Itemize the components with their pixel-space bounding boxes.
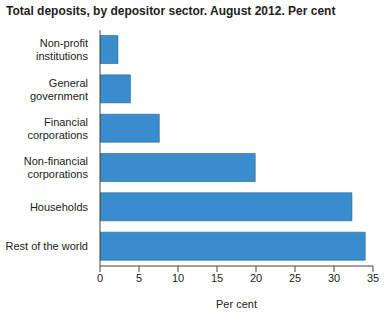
- svg-text:Rest of the world: Rest of the world: [8, 240, 88, 252]
- svg-text:Generalgovernment: Generalgovernment: [30, 77, 88, 102]
- svg-text:0: 0: [97, 272, 103, 284]
- svg-text:25: 25: [289, 272, 301, 284]
- svg-text:Households: Households: [30, 201, 89, 213]
- svg-text:5: 5: [136, 272, 142, 284]
- svg-text:30: 30: [328, 272, 340, 284]
- svg-text:Non-financialcorporations: Non-financialcorporations: [24, 155, 89, 180]
- svg-text:Financialcorporations: Financialcorporations: [27, 116, 88, 141]
- svg-text:20: 20: [250, 272, 262, 284]
- svg-text:10: 10: [172, 272, 184, 284]
- html-text:Total deposits, by depositor s: Total deposits, by depositor sector. Aug…: [6, 4, 336, 18]
- svg-text:Per cent: Per cent: [216, 298, 257, 310]
- svg-text:Non-profitinstitutions: Non-profitinstitutions: [36, 37, 88, 62]
- svg-text:35: 35: [367, 272, 379, 284]
- svg-text:15: 15: [211, 272, 223, 284]
